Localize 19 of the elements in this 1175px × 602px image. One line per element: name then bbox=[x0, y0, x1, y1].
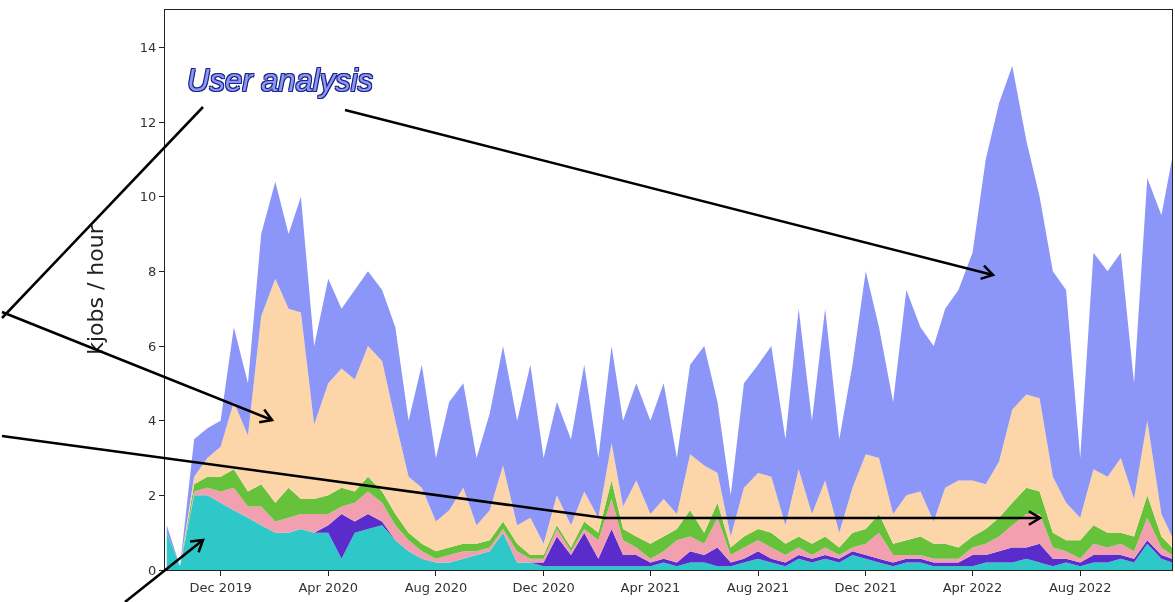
x-tick-label: Dec 2020 bbox=[512, 579, 575, 595]
x-tick-label: Aug 2022 bbox=[1048, 579, 1112, 595]
y-tick-label: 12 bbox=[139, 114, 157, 130]
y-tick-label: 14 bbox=[139, 39, 157, 55]
y-axis-title: kjobs / hour bbox=[82, 224, 108, 355]
y-tick-label: 6 bbox=[148, 338, 157, 354]
y-tick-label: 0 bbox=[148, 562, 157, 578]
x-tick-label: Apr 2021 bbox=[620, 579, 681, 595]
x-tick-label: Apr 2022 bbox=[942, 579, 1003, 595]
y-tick-label: 10 bbox=[139, 189, 157, 205]
x-tick-label: Aug 2021 bbox=[726, 579, 790, 595]
y-tick-label: 4 bbox=[148, 413, 157, 429]
y-tick-label: 2 bbox=[148, 487, 157, 503]
y-tick-label: 8 bbox=[148, 263, 157, 279]
x-tick-label: Aug 2020 bbox=[404, 579, 468, 595]
x-tick-label: Dec 2019 bbox=[189, 579, 252, 595]
x-tick-label: Dec 2021 bbox=[834, 579, 897, 595]
x-tick-label: Apr 2020 bbox=[298, 579, 359, 595]
annotation: User analysis bbox=[187, 63, 374, 98]
